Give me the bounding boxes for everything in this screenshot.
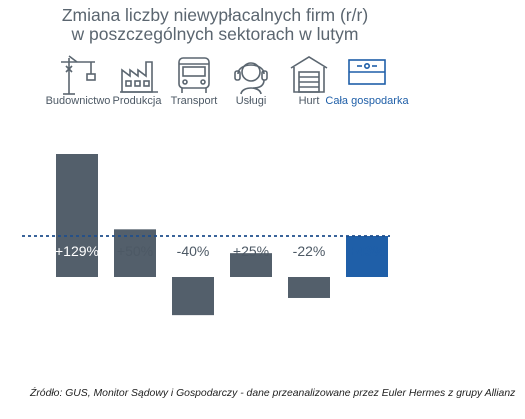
bar-transport (172, 277, 214, 316)
chart-title-line-1: Zmiana liczby niewypłacalnych firm (r/r) (61, 5, 369, 25)
value-label-cała-gospodarka: +43% (349, 243, 386, 259)
sector-label-budownictwo: Budownictwo (45, 95, 111, 107)
sector-label-hurt: Hurt (298, 95, 320, 107)
warehouse-icon (287, 52, 331, 96)
chart-title: Zmiana liczby niewypłacalnych firm (r/r)… (0, 6, 430, 44)
value-label-transport: -40% (177, 243, 210, 259)
sector-label-produkcja: Produkcja (112, 95, 162, 107)
flag-icon (345, 52, 389, 96)
bar-produkcja (114, 229, 156, 277)
factory-icon (117, 52, 161, 96)
sector-label-uslugi: Usługi (235, 95, 267, 107)
chart-title-line-2: w poszczególnych sektorach w lutym (71, 24, 359, 44)
bar-hurt (288, 277, 330, 298)
bar-usługi (230, 253, 272, 277)
value-label-budownictwo: +129% (55, 243, 99, 259)
crane-icon (55, 52, 99, 96)
sector-label-transport: Transport (170, 95, 218, 107)
value-label-produkcja: +50% (117, 243, 153, 259)
sector-label-cala-gospodarka: Cała gospodarka (325, 95, 409, 107)
bar-cała-gospodarka (346, 236, 388, 277)
value-label-usługi: +25% (233, 243, 269, 259)
truck-icon (172, 52, 216, 96)
bar-budownictwo (56, 154, 98, 277)
headset-icon (229, 52, 273, 96)
bar-chart: +129% +50% -40% +25% -22% +43% (22, 154, 390, 316)
source-note: Źródło: GUS, Monitor Sądowy i Gospodarcz… (30, 388, 516, 399)
value-label-hurt: -22% (293, 243, 326, 259)
